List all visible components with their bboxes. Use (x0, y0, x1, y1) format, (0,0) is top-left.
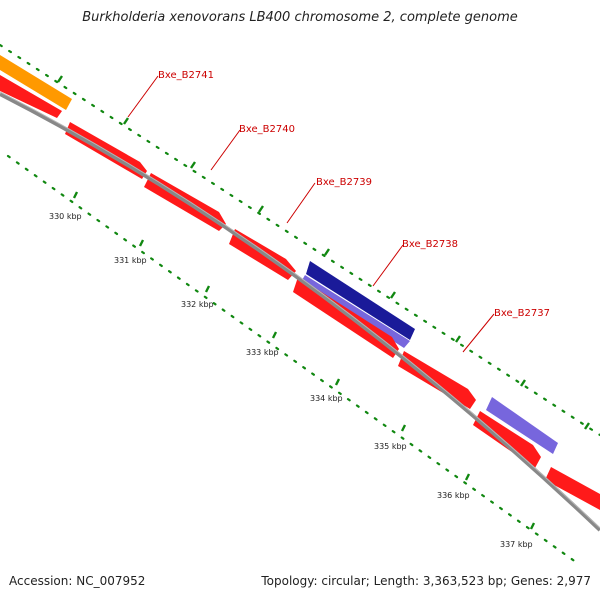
scale-tick (271, 331, 278, 339)
scale-label: 336 kbp (437, 491, 470, 500)
gene-arrow (398, 351, 476, 409)
scale-tick (529, 522, 536, 530)
purple-feature (301, 275, 410, 348)
gene-arrow (293, 277, 399, 358)
major-tick (258, 205, 264, 213)
backbone-arc-edge (0, 91, 600, 529)
gene-label-leaders (127, 75, 495, 353)
major-tick (123, 117, 129, 125)
gene-arrow (0, 75, 62, 118)
scale-label: 331 kbp (114, 256, 147, 265)
gene-label-bxe-b2738: Bxe_B2738 (402, 239, 458, 250)
leader-line (127, 75, 159, 118)
gene-label-bxe-b2741: Bxe_B2741 (158, 70, 214, 81)
outer-tick-track (0, 43, 600, 437)
major-tick (190, 161, 196, 169)
chromosome-backbone (0, 91, 600, 532)
gene-arrow (545, 467, 600, 510)
gene-labels: Bxe_B2741 Bxe_B2740 Bxe_B2739 Bxe_B2738 … (158, 70, 550, 319)
scale-label: 335 kbp (374, 442, 407, 451)
scale-tick (138, 239, 145, 247)
major-tick (584, 422, 590, 430)
scale-tick (72, 191, 79, 199)
topology-summary: Topology: circular; Length: 3,363,523 bp… (261, 574, 591, 588)
major-tick (390, 291, 396, 299)
scale-tick (334, 378, 341, 386)
major-tick (520, 379, 526, 387)
gene-arrow (473, 411, 541, 468)
major-tick (324, 248, 330, 256)
orange-feature (0, 55, 72, 110)
backbone-arc (0, 92, 600, 532)
major-tick (455, 335, 461, 343)
scale-labels: 330 kbp 331 kbp 332 kbp 333 kbp 334 kbp … (49, 212, 533, 549)
scale-tick (400, 424, 407, 432)
leader-line (372, 244, 404, 287)
leader-line (286, 182, 316, 224)
purple-feature (486, 397, 558, 454)
scale-label: 334 kbp (310, 394, 343, 403)
outer-dotted-line (0, 43, 600, 437)
accession-label: Accession: NC_007952 (9, 574, 146, 588)
major-tick (57, 75, 63, 83)
scale-label: 332 kbp (181, 300, 214, 309)
scale-tick (464, 473, 471, 481)
inner-dotted-line (6, 154, 582, 567)
scale-track (6, 154, 582, 567)
scale-label: 337 kbp (500, 540, 533, 549)
map-title: Burkholderia xenovorans LB400 chromosome… (82, 10, 518, 25)
feature-track (0, 55, 600, 510)
navy-feature (306, 261, 415, 340)
scale-tick (204, 285, 211, 293)
gene-label-bxe-b2737: Bxe_B2737 (494, 308, 550, 319)
gene-label-bxe-b2740: Bxe_B2740 (239, 124, 295, 135)
leader-line (462, 313, 495, 353)
leader-line (210, 129, 241, 171)
gene-label-bxe-b2739: Bxe_B2739 (316, 177, 372, 188)
scale-label: 333 kbp (246, 348, 279, 357)
scale-label: 330 kbp (49, 212, 82, 221)
